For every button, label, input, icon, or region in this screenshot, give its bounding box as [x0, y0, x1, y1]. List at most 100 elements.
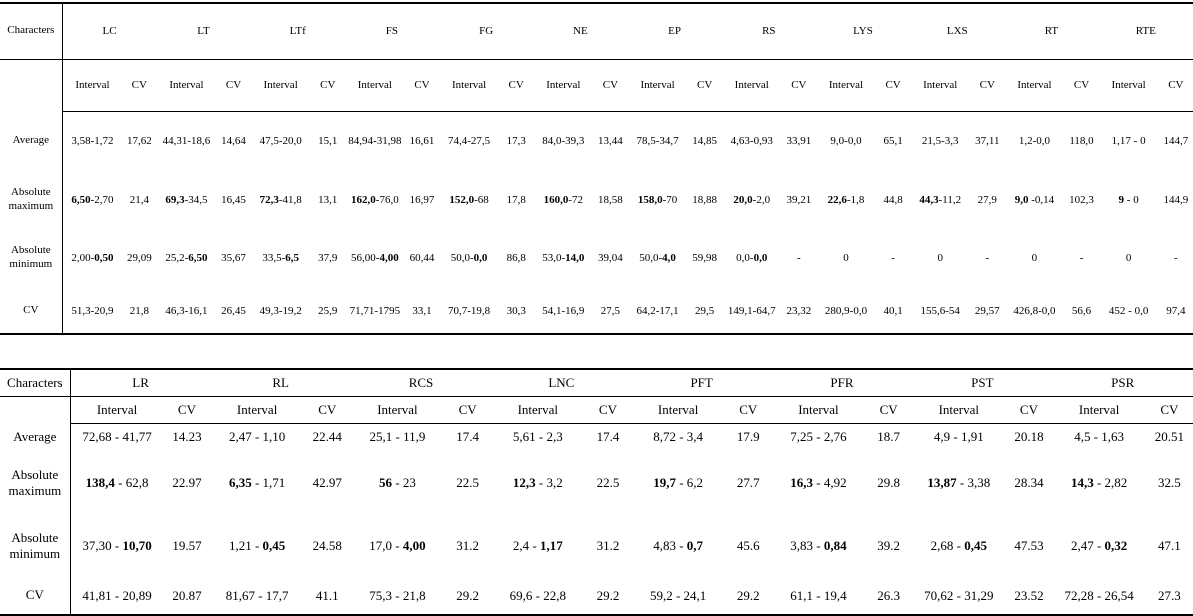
interval-left: 152,0 — [449, 194, 474, 206]
cell-cv: 27,5 — [593, 288, 627, 334]
interval-right: 23 — [403, 475, 416, 490]
cell-cv: 14,85 — [688, 111, 722, 171]
interval-right: 72 — [572, 194, 583, 206]
interval-right: 31,98 — [377, 135, 402, 147]
subheader-interval: Interval — [912, 396, 1005, 423]
column-header-lr: LR — [70, 369, 210, 396]
subheader-cv: CV — [405, 59, 439, 111]
cell-interval: 4,83 - 0,7 — [632, 515, 725, 577]
subheader-interval: Interval — [211, 396, 304, 423]
cell-interval: 69,3-34,5 — [156, 171, 216, 228]
cell-cv: 16,97 — [405, 171, 439, 228]
cell-cv: 31.2 — [584, 515, 631, 577]
cell-cv: 118,0 — [1064, 111, 1098, 171]
subheader-cv: CV — [593, 59, 627, 111]
cell-interval: 452 - 0,0 — [1099, 288, 1159, 334]
interval-right: 11,2 — [942, 194, 961, 206]
interval-left: 33,5 — [262, 252, 281, 264]
cell-cv: 23.52 — [1005, 577, 1052, 615]
interval-left: 280,9 — [825, 305, 850, 317]
interval-left: 8,72 — [653, 429, 676, 444]
cell-interval: 1,21 - 0,45 — [211, 515, 304, 577]
interval-left: 37,30 — [82, 538, 111, 553]
cell-interval: 158,0-70 — [627, 171, 687, 228]
interval-left: 149,1 — [728, 305, 753, 317]
subheader-cv: CV — [1159, 59, 1193, 111]
cell-cv: - — [970, 228, 1004, 288]
cell-cv: 59,98 — [688, 228, 722, 288]
interval-separator: - — [1090, 429, 1101, 444]
interval-right: 3,4 — [687, 429, 703, 444]
cell-interval: 149,1-64,7 — [722, 288, 782, 334]
column-header-lc: LC — [62, 3, 156, 59]
cell-cv: 47.1 — [1146, 515, 1193, 577]
cell-interval: 2,47 - 0,32 — [1053, 515, 1146, 577]
interval-right: 22,8 — [543, 588, 566, 603]
interval-left: 0 — [937, 252, 943, 264]
interval-right: 1,63 — [1101, 429, 1124, 444]
subheader-interval: Interval — [627, 59, 687, 111]
cell-cv: 26.3 — [865, 577, 912, 615]
interval-separator: - — [536, 475, 547, 490]
cell-cv: 27.7 — [725, 451, 772, 515]
interval-left: 81,67 — [226, 588, 255, 603]
cell-interval: 74,4-27,5 — [439, 111, 499, 171]
cell-interval: 6,35 - 1,71 — [211, 451, 304, 515]
cell-cv: 65,1 — [876, 111, 910, 171]
subheader-interval: Interval — [345, 59, 405, 111]
interval-right: 0,45 — [964, 538, 987, 553]
cell-cv: 33,1 — [405, 288, 439, 334]
cell-interval: 59,2 - 24,1 — [632, 577, 725, 615]
column-header-rl: RL — [211, 369, 351, 396]
interval-separator: - — [813, 429, 824, 444]
interval-left: 2,47 — [229, 429, 252, 444]
cell-interval: 6,50-2,70 — [62, 171, 122, 228]
subheader-interval: Interval — [251, 59, 311, 111]
interval-left: 12,3 — [513, 475, 536, 490]
cell-cv: 41.1 — [304, 577, 351, 615]
cell-cv: 56,6 — [1064, 288, 1098, 334]
interval-left: 20,0 — [733, 194, 752, 206]
interval-right: 41,77 — [122, 429, 151, 444]
cell-cv: 37,9 — [311, 228, 345, 288]
interval-left: 21,5 — [922, 135, 941, 147]
cell-interval: 56 - 23 — [351, 451, 444, 515]
interval-left: 0 — [1032, 252, 1038, 264]
cell-interval: 2,4 - 1,17 — [491, 515, 584, 577]
cell-interval: 17,0 - 4,00 — [351, 515, 444, 577]
subheader-interval: Interval — [156, 59, 216, 111]
interval-left: 50,0 — [451, 252, 470, 264]
cell-interval: 0 — [1099, 228, 1159, 288]
cell-cv: 23,32 — [782, 288, 816, 334]
cell-cv: 29.2 — [725, 577, 772, 615]
interval-left: 3,58 — [71, 135, 90, 147]
interval-left: 0,0 — [736, 252, 750, 264]
cell-cv: 20.18 — [1005, 423, 1052, 451]
interval-separator: - — [392, 588, 403, 603]
interval-left: 74,4 — [448, 135, 467, 147]
cell-interval: 64,2-17,1 — [627, 288, 687, 334]
cell-interval: 22,6-1,8 — [816, 171, 876, 228]
interval-right: 1795 — [378, 305, 400, 317]
interval-left: 426,8 — [1013, 305, 1038, 317]
cell-cv: 144,7 — [1159, 111, 1193, 171]
interval-right: 4,00 — [379, 252, 398, 264]
cell-cv: 17.4 — [584, 423, 631, 451]
interval-right: 0,0 — [474, 252, 488, 264]
interval-separator: - — [112, 588, 123, 603]
column-header-rt: RT — [1004, 3, 1098, 59]
interval-right: 19,4 — [824, 588, 847, 603]
interval-left: 50,0 — [639, 252, 658, 264]
subheader-interval: Interval — [533, 59, 593, 111]
cell-cv: 42.97 — [304, 451, 351, 515]
cell-cv: 20.51 — [1146, 423, 1193, 451]
row-label: Absolute minimum — [0, 515, 70, 577]
interval-right: 0,50 — [94, 252, 113, 264]
column-header-lxs: LXS — [910, 3, 1004, 59]
interval-left: 59,2 — [650, 588, 673, 603]
cell-interval: 72,68 - 41,77 — [70, 423, 163, 451]
interval-left: 2,68 — [931, 538, 954, 553]
interval-right: 0,7 — [687, 538, 703, 553]
